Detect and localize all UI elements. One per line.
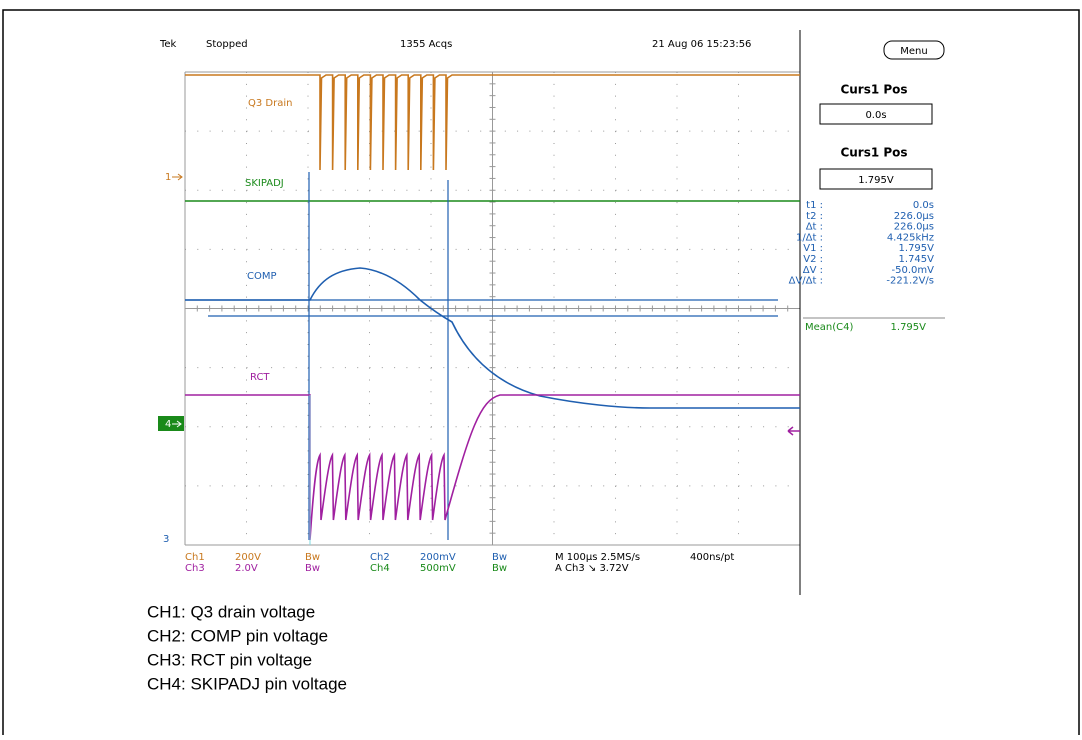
readout-label: ΔV :: [803, 265, 823, 276]
rct-trace: [185, 394, 800, 541]
legend-line: CH2: COMP pin voltage: [147, 626, 328, 645]
setting: Ch3: [185, 563, 205, 574]
readout-value: 226.0µs: [894, 222, 934, 233]
readout-label: V1 :: [803, 243, 823, 254]
readout-value: 226.0µs: [894, 211, 934, 222]
setting: Bw: [305, 563, 320, 574]
readout-label: t2 :: [806, 211, 823, 222]
ch3-marker: 3: [163, 534, 169, 545]
cursor-box: [819, 168, 933, 190]
cursor-label: Curs1 Pos: [840, 146, 907, 160]
setting: Bw: [492, 563, 507, 574]
readout-label: Δt :: [806, 222, 823, 233]
trace-label: COMP: [247, 271, 277, 282]
setting: Bw: [492, 552, 507, 563]
trace-label: SKIPADJ: [245, 178, 284, 189]
setting: M 100µs 2.5MS/s: [555, 552, 640, 563]
setting: Bw: [305, 552, 320, 563]
legend-line: CH3: RCT pin voltage: [147, 650, 312, 669]
mean-value: 1.795V: [891, 322, 927, 333]
legend: CH1: Q3 drain voltage CH2: COMP pin volta…: [147, 602, 347, 693]
legend-line: CH4: SKIPADJ pin voltage: [147, 674, 347, 693]
ch3-ref-arrow: [787, 426, 800, 436]
cursor-value: 1.795V: [858, 175, 894, 186]
readout-value: -221.2V/s: [886, 276, 934, 287]
readouts: t1 : 0.0s t2 : 226.0µs Δt : 226.0µs 1/Δt : 4.42…: [789, 200, 935, 287]
datetime: 21 Aug 06 15:23:56: [652, 39, 751, 50]
ch1-arrow: [172, 173, 183, 181]
brand: Tek: [159, 39, 177, 50]
cursor-value: 0.0s: [865, 110, 886, 121]
readout-value: 1.745V: [899, 254, 935, 265]
comp-trace: [185, 267, 800, 409]
ch4-arrow: [172, 420, 182, 428]
readout-label: V2 :: [803, 254, 823, 265]
mean-label: Mean(C4): [805, 322, 853, 333]
readout-value: 0.0s: [913, 200, 934, 211]
ch4-marker: 4: [165, 419, 171, 430]
setting: 200mV: [420, 552, 456, 563]
cursor-label: Curs1 Pos: [840, 83, 907, 97]
acquisitions: 1355 Acqs: [400, 39, 452, 50]
status: Stopped: [206, 39, 248, 50]
setting: A Ch3 ↘ 3.72V: [555, 563, 629, 574]
readout-value: -50.0mV: [892, 265, 935, 276]
trace-label: Q3 Drain: [248, 98, 292, 109]
legend-line: CH1: Q3 drain voltage: [147, 602, 315, 621]
frame: [2, 9, 1080, 740]
readout-value: 4.425kHz: [887, 232, 934, 243]
channel-settings: Ch1 200V Bw Ch2 200mV Bw M 100µs 2.5MS/s 400ns/…: [185, 552, 734, 574]
trace-label: RCT: [250, 372, 270, 383]
setting: 2.0V: [235, 563, 258, 574]
setting: 400ns/pt: [690, 552, 734, 563]
setting: 200V: [235, 552, 261, 563]
setting: Ch2: [370, 552, 390, 563]
cursor-box: [819, 103, 933, 125]
setting: Ch1: [185, 552, 205, 563]
menu-button[interactable]: [883, 40, 945, 60]
setting: Ch4: [370, 563, 390, 574]
q3-drain-trace: [185, 74, 800, 171]
ch1-marker: 1: [165, 172, 171, 183]
graticule: [184, 71, 801, 546]
readout-label: 1/Δt :: [796, 232, 823, 243]
ch4-marker-box: [158, 416, 184, 431]
menu-label[interactable]: Menu: [900, 46, 927, 57]
setting: 500mV: [420, 563, 456, 574]
readout-label: ΔV/Δt :: [789, 276, 823, 287]
readout-label: t1 :: [806, 200, 823, 211]
readout-value: 1.795V: [899, 243, 935, 254]
